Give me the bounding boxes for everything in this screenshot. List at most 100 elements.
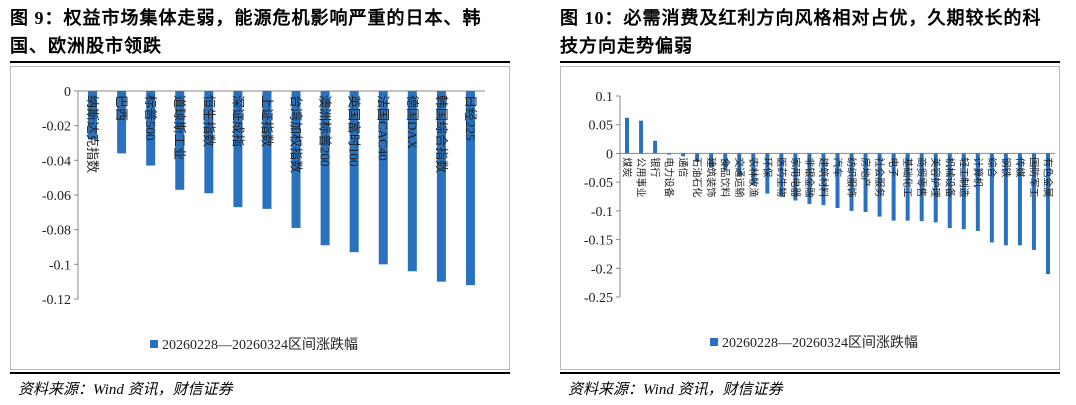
x-tick-label: 国防军工	[1027, 157, 1040, 197]
y-tick-label: 0	[606, 147, 613, 162]
bar	[947, 153, 952, 229]
bar	[821, 153, 826, 206]
bar	[1017, 153, 1022, 246]
bar	[849, 153, 854, 211]
rule	[560, 61, 1060, 63]
x-tick-label: 恒生指数	[201, 95, 216, 147]
legend-swatch	[710, 338, 718, 346]
y-tick-label: -0.05	[584, 176, 613, 191]
x-tick-label: 电子	[887, 157, 900, 177]
bar	[625, 117, 630, 154]
x-tick-label: 煤炭	[621, 157, 634, 177]
bar	[877, 153, 882, 217]
bar	[146, 91, 156, 166]
bar	[204, 91, 214, 194]
bar	[961, 153, 966, 230]
bar	[807, 153, 812, 204]
bar	[933, 153, 938, 223]
bar	[639, 120, 644, 154]
y-tick-label: -0.04	[42, 154, 71, 169]
bar	[667, 153, 672, 155]
x-tick-label: 食品饮料	[719, 157, 732, 197]
x-tick-label: 德国DAX	[405, 95, 420, 150]
x-tick-label: 标普500	[143, 95, 158, 141]
bar	[975, 153, 980, 231]
source: 资料来源：Wind 资讯，财信证券	[18, 382, 233, 398]
bar	[320, 91, 330, 246]
bar	[681, 153, 686, 157]
x-tick-label: 汽车	[831, 157, 844, 177]
bar	[436, 91, 446, 282]
x-tick-label: 商贸零售	[915, 157, 928, 197]
x-tick-label: 巴西	[114, 95, 129, 121]
bar	[88, 91, 98, 140]
x-tick-label: 建筑材料	[817, 157, 830, 197]
bar	[117, 91, 127, 154]
bar	[465, 91, 475, 286]
bar	[291, 91, 301, 228]
x-tick-label: 有色金属	[1041, 157, 1054, 197]
legend-label: 20260228—20260324区间涨跌幅	[162, 337, 358, 353]
bar	[765, 153, 770, 194]
bar	[751, 153, 756, 186]
x-tick-label: 环保	[761, 157, 774, 177]
y-tick-label: 0.05	[589, 119, 614, 134]
y-tick-label: -0.25	[584, 291, 613, 306]
y-tick-label: -0.1	[591, 205, 613, 220]
bar	[349, 91, 359, 253]
x-tick-label: 建筑装饰	[705, 157, 718, 197]
bar	[695, 153, 700, 163]
y-tick-label: -0.1	[49, 258, 71, 273]
y-tick-label: -0.02	[42, 120, 71, 135]
x-tick-label: 上证指数	[259, 95, 274, 147]
x-tick-label: 农林牧渔	[747, 157, 760, 197]
x-tick-label: 综合	[985, 157, 998, 177]
x-tick-label: 电力设备	[663, 157, 676, 197]
x-tick-label: 纳斯达克指数	[85, 95, 100, 173]
bar	[1031, 153, 1036, 250]
source: 资料来源：Wind 资讯，财信证券	[568, 382, 783, 398]
x-tick-label: 美容护理	[929, 157, 942, 197]
x-tick-label: 日经225	[463, 95, 478, 141]
y-tick-label: -0.12	[42, 293, 71, 308]
x-tick-label: 轻工制造	[957, 157, 970, 197]
legend-label: 20260228—20260324区间涨跌幅	[722, 335, 918, 351]
frame	[560, 66, 1060, 370]
y-tick-label: 0.1	[596, 90, 614, 105]
bar	[407, 91, 417, 272]
x-tick-label: 深证成指	[230, 95, 245, 147]
chart-title: 图 10：必需消费及红利方向风格相对占优，久期较长的科技方向走势偏弱	[560, 8, 1042, 56]
bar	[919, 153, 924, 222]
bar	[989, 153, 994, 243]
x-tick-label: 纺织服饰	[845, 157, 858, 197]
x-tick-label: 计算机	[971, 157, 984, 187]
chart: 0 -0.02 -0.04 -0.06 -0.08 -0.1 -0.12 纳斯达克指数 巴西 标普…	[42, 85, 485, 353]
x-tick-label: 非银金融	[803, 157, 816, 197]
panel: 图 9：权益市场集体走弱，能源危机影响严重的日本、韩国、欧洲股市领跌 0 -0.0…	[10, 0, 510, 405]
x-tick-label: 石油石化	[691, 157, 704, 197]
panel: 图 10：必需消费及红利方向风格相对占优，久期较长的科技方向走势偏弱 0.1 0.…	[560, 0, 1060, 405]
x-tick-label: 澳洲标普200	[318, 95, 333, 167]
bar	[709, 153, 714, 168]
x-tick-label: 房地产	[859, 157, 872, 187]
y-tick-label: -0.2	[591, 262, 613, 277]
x-tick-label: 公用事业	[635, 157, 648, 197]
x-tick-label: 台湾加权指数	[288, 95, 303, 173]
y-tick-label: -0.15	[584, 234, 613, 249]
x-tick-label: 机械设备	[943, 157, 956, 197]
x-tick-label: 医药生物	[775, 157, 788, 197]
rule	[10, 61, 510, 63]
y-tick-label: 0	[64, 85, 71, 100]
bar	[905, 153, 910, 221]
bar	[233, 91, 243, 208]
x-tick-label: 法国CAC40	[376, 95, 391, 161]
bar	[723, 153, 728, 171]
legend-swatch	[150, 340, 158, 348]
x-tick-label: 社会服务	[873, 157, 886, 197]
x-tick-label: 交通运输	[733, 157, 746, 197]
rule	[560, 372, 1060, 374]
x-tick-label: 韩国综合指数	[434, 95, 449, 173]
bar	[779, 153, 784, 197]
bar	[793, 153, 798, 201]
